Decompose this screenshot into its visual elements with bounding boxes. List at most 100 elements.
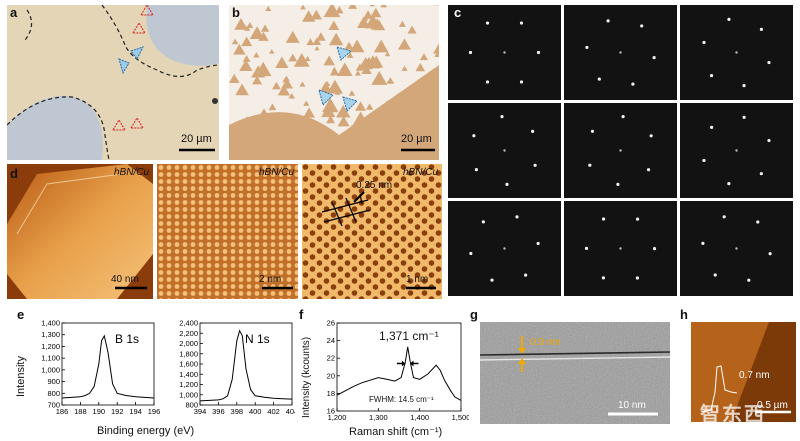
y-tick-label: 1,400 xyxy=(41,319,60,328)
x-tick-label: 1,500 xyxy=(452,413,469,422)
diffraction-spot xyxy=(472,134,476,138)
diffraction-spot xyxy=(601,276,606,280)
panel-f-peak-text: 1,371 cm⁻¹ xyxy=(379,329,439,343)
y-tick-label: 900 xyxy=(47,377,60,386)
diffraction-spot xyxy=(722,215,726,219)
diffraction-spot xyxy=(702,40,706,45)
diffraction-spot xyxy=(635,276,640,280)
leed-pattern xyxy=(564,5,677,100)
panel-d2-tag: hBN/Cu xyxy=(258,167,294,178)
panel-d-label: d xyxy=(10,166,18,181)
panel-a-optical-image: a 20 µm xyxy=(7,5,219,160)
diffraction-spot xyxy=(652,55,656,60)
diffraction-spot xyxy=(503,247,506,250)
panel-d3-lattice-text: 0.25 nm xyxy=(356,180,393,191)
plot-frame xyxy=(336,322,462,412)
leed-pattern xyxy=(680,201,793,296)
diffraction-spot xyxy=(631,82,635,86)
diffraction-spot xyxy=(505,182,509,187)
diffraction-spot xyxy=(584,246,589,251)
panel-g-thickness-text: 0.9 nm xyxy=(530,337,561,348)
series-line xyxy=(61,334,155,399)
diffraction-spot xyxy=(621,114,625,119)
y-tick-label: 1,200 xyxy=(179,380,198,389)
diffraction-spot xyxy=(768,252,772,256)
watermark: 智东西 xyxy=(700,404,766,426)
panel-b-image xyxy=(229,5,439,160)
diffraction-spot xyxy=(747,278,751,282)
diffraction-spot xyxy=(469,251,473,256)
x-tick-label: 1,400 xyxy=(410,413,429,422)
series-line xyxy=(336,346,462,401)
panel-a-scale-text: 20 µm xyxy=(181,133,212,145)
panel-d1-scale-text: 40 nm xyxy=(111,274,139,285)
panel-h-label: h xyxy=(680,307,688,322)
panel-d3-tag: hBN/Cu xyxy=(402,167,438,178)
diffraction-spot xyxy=(519,21,524,25)
diffraction-spot xyxy=(481,220,485,224)
panel-d1-tag: hBN/Cu xyxy=(113,167,149,178)
panel-d3-stm: hBN/Cu 0.25 nm 1 nm xyxy=(302,164,442,299)
y-tick-label: 1,800 xyxy=(179,349,198,358)
panel-g-scale-text: 10 nm xyxy=(618,400,646,411)
x-tick-label: 1,200 xyxy=(328,413,347,422)
leed-pattern xyxy=(448,103,561,198)
x-tick-label: 192 xyxy=(111,407,124,416)
y-tick-label: 2,200 xyxy=(179,329,198,338)
diffraction-spot xyxy=(640,24,644,28)
y-tick-label: 1,000 xyxy=(41,365,60,374)
panel-h-scale-text: 0.5 µm xyxy=(757,400,788,411)
x-tick-label: 188 xyxy=(74,407,87,416)
x-tick-label: 186 xyxy=(56,407,69,416)
panel-c-label: c xyxy=(454,5,462,20)
y-tick-label: 800 xyxy=(47,389,60,398)
diffraction-spot xyxy=(619,149,622,152)
panel-b-scale-text: 20 µm xyxy=(401,133,432,145)
panel-f-raman: f Intensity (kcounts) 1,200 1,300 1,400 1,5… xyxy=(297,305,469,441)
panel-g-tem: 0.9 nm 10 nm xyxy=(480,322,670,424)
diffraction-spot xyxy=(767,60,771,65)
plot-frame xyxy=(61,322,155,406)
panel-g-image xyxy=(480,322,670,424)
diffraction-spot xyxy=(519,80,524,84)
leed-pattern xyxy=(448,5,561,100)
y-tick-label: 1,100 xyxy=(41,354,60,363)
panel-e-label: e xyxy=(17,307,25,322)
y-tick-label: 24 xyxy=(327,336,335,345)
series-title: N 1s xyxy=(245,332,270,346)
diffraction-spot xyxy=(606,19,610,23)
diffraction-spot xyxy=(536,50,541,55)
panel-d1-image xyxy=(7,164,153,299)
x-tick-label: 194 xyxy=(129,407,142,416)
y-tick-label: 26 xyxy=(327,319,335,328)
x-tick-label: 1,300 xyxy=(369,413,388,422)
diffraction-spot xyxy=(709,74,714,78)
panel-f-label: f xyxy=(299,307,304,322)
diffraction-spot xyxy=(619,51,622,54)
y-tick-label: 16 xyxy=(327,407,335,416)
diffraction-spot xyxy=(515,215,519,219)
y-tick-label: 700 xyxy=(47,401,60,410)
diffraction-spot xyxy=(635,217,640,221)
diffraction-spot xyxy=(590,129,595,133)
y-tick-label: 1,200 xyxy=(41,342,60,351)
diffraction-spot xyxy=(585,45,589,50)
diffraction-spot xyxy=(588,163,592,167)
diffraction-spot xyxy=(649,134,653,138)
diffraction-spot xyxy=(742,84,746,88)
raman-chart: 1,200 1,300 1,400 1,500 16 18 20 22 24 26 xyxy=(327,319,469,423)
diffraction-spot xyxy=(759,172,763,176)
x-tick-label: 394 xyxy=(194,407,207,416)
diffraction-spot xyxy=(756,220,760,224)
diffraction-spot xyxy=(652,246,657,251)
diffraction-spot xyxy=(536,241,540,246)
diffraction-spot xyxy=(701,241,705,245)
panel-b-optical-image: b 20 µm xyxy=(229,5,439,160)
x-tick-label: 398 xyxy=(231,407,244,416)
y-tick-label: 1,400 xyxy=(179,370,198,379)
diffraction-spot xyxy=(524,273,528,277)
diffraction-spot xyxy=(742,115,746,119)
y-tick-label: 1,000 xyxy=(179,390,198,399)
diffraction-spot xyxy=(468,50,473,55)
x-tick-label: 396 xyxy=(212,407,225,416)
